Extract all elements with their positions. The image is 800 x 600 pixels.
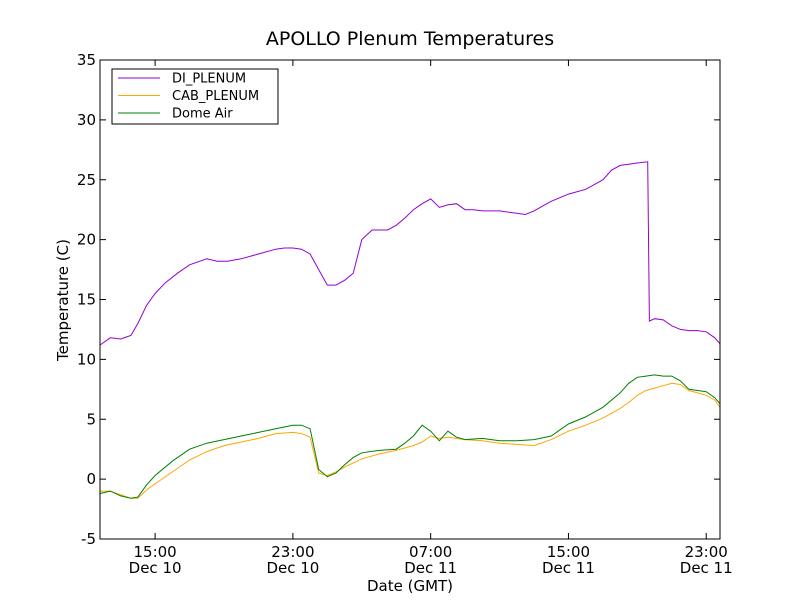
- x-tick-label-date: Dec 11: [542, 559, 595, 577]
- x-tick-label-time: 15:00: [133, 543, 176, 561]
- y-axis: -5 0 5 10 15 20 25 30 35: [77, 51, 720, 548]
- x-tick-label-date: Dec 11: [680, 559, 733, 577]
- series-layer: [99, 161, 721, 499]
- x-tick-label-time: 07:00: [409, 543, 452, 561]
- y-tick-label: 20: [77, 231, 96, 249]
- x-tick-label-time: 23:00: [271, 543, 314, 561]
- legend-label: Dome Air: [172, 107, 233, 122]
- x-tick-label-time: 15:00: [547, 543, 590, 561]
- y-tick-label: 30: [77, 111, 96, 129]
- legend-label: DI_PLENUM: [172, 72, 246, 87]
- y-tick-label: 35: [77, 51, 96, 69]
- series-line-cab-plenum: [100, 382, 721, 499]
- legend: DI_PLENUM CAB_PLENUM Dome Air: [111, 68, 279, 125]
- y-tick-label: 5: [86, 410, 96, 428]
- y-tick-label: 10: [77, 350, 96, 368]
- legend-label: CAB_PLENUM: [172, 89, 259, 104]
- y-tick-label: 0: [86, 470, 96, 488]
- x-axis-label: Date (GMT): [367, 577, 453, 595]
- series-line-di-plenum: [99, 161, 721, 346]
- y-axis-label: Temperature (C): [54, 239, 72, 362]
- x-tick-label-date: Dec 10: [129, 559, 182, 577]
- y-tick-label: 25: [77, 171, 96, 189]
- y-tick-label: 15: [77, 291, 96, 309]
- series-line-dome-air: [99, 374, 721, 499]
- x-tick-label-date: Dec 10: [266, 559, 319, 577]
- chart-title: APOLLO Plenum Temperatures: [266, 28, 554, 50]
- x-tick-label-time: 23:00: [685, 543, 728, 561]
- x-tick-label-date: Dec 11: [404, 559, 457, 577]
- y-tick-label: -5: [81, 530, 96, 548]
